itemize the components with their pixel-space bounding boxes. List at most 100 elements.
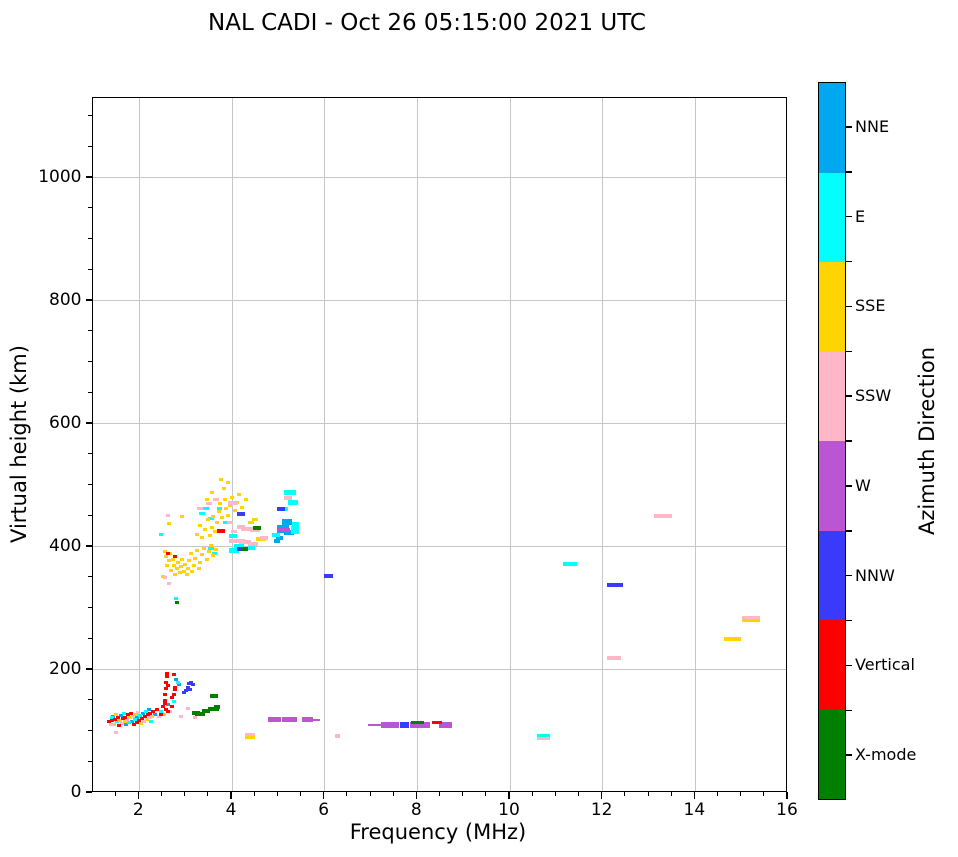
data-point-vertical (128, 711, 133, 715)
data-point-sse (200, 536, 205, 540)
data-point-x-mode (195, 712, 206, 717)
x-major-tick (508, 792, 510, 799)
data-point-sse (248, 520, 255, 524)
x-major-tick (600, 792, 603, 799)
data-point-sse (209, 491, 214, 495)
data-point-sse (213, 530, 218, 534)
data-point-e (171, 700, 176, 704)
y-minor-tick (88, 360, 92, 362)
x-tick-label: 14 (683, 800, 706, 820)
data-point-sse (226, 513, 231, 517)
x-minor-tick (485, 792, 487, 796)
data-point-sse (252, 517, 259, 521)
x-minor-tick (346, 792, 348, 796)
data-point-sse (173, 572, 178, 576)
data-point-vertical (123, 715, 128, 719)
data-point-ssw (228, 538, 245, 543)
gridline-y (93, 669, 786, 671)
y-tick-label: 0 (70, 782, 82, 802)
data-point-sse (122, 720, 127, 724)
x-minor-tick (300, 792, 301, 796)
colorbar-segment-ssw (819, 351, 845, 441)
data-point-vertical (110, 718, 115, 722)
data-point-e (282, 506, 289, 511)
y-minor-tick (88, 576, 92, 578)
colorbar-tick-label: SSE (855, 296, 886, 316)
data-point-vertical (151, 709, 156, 713)
y-major-tick (85, 668, 92, 670)
x-tick-label: 8 (410, 800, 422, 820)
data-point-nne (166, 702, 171, 706)
data-point-vertical (164, 680, 169, 684)
data-point-sse (206, 550, 211, 554)
data-point-vertical (142, 715, 147, 719)
y-axis-label: Virtual height (km) (7, 345, 31, 543)
plot-area (92, 97, 787, 792)
data-point-x-mode (410, 721, 424, 725)
data-point-e (288, 499, 299, 505)
x-tick-label: 6 (318, 800, 330, 820)
data-point-nne (281, 518, 292, 525)
data-point-sse (203, 528, 208, 532)
gridline-x (602, 98, 604, 791)
x-tick-label: 16 (776, 800, 798, 820)
data-point-sse (196, 567, 201, 570)
y-minor-tick (88, 699, 92, 701)
data-point-vertical (126, 713, 131, 717)
y-minor-tick (88, 453, 92, 455)
data-point-sse (192, 556, 197, 560)
data-point-sse (194, 549, 199, 553)
gridline-y (93, 546, 786, 548)
x-tick-label: 4 (225, 800, 237, 820)
data-point-vertical (163, 702, 168, 706)
data-point-vertical (169, 696, 174, 700)
data-point-ssw (114, 730, 119, 734)
data-point-vertical (166, 710, 171, 714)
colorbar-center-tick (846, 215, 852, 218)
colorbar-tick-label: NNE (855, 116, 890, 136)
data-point-x-mode (253, 525, 262, 530)
data-point-e (229, 548, 240, 554)
data-point-e (563, 562, 578, 567)
data-point-x-mode (214, 704, 221, 709)
gridline-x (231, 98, 233, 791)
data-point-vertical (131, 722, 136, 726)
data-point-nnw (188, 688, 193, 692)
y-tick-label: 200 (49, 658, 82, 679)
data-point-sse (209, 544, 214, 548)
data-point-w (268, 717, 282, 723)
data-point-sse (202, 546, 207, 550)
data-point-x-mode (208, 706, 215, 711)
colorbar-tick-label: E (855, 206, 866, 226)
data-point-sse (167, 522, 172, 526)
gridline-x (694, 98, 696, 791)
x-minor-tick (647, 792, 649, 796)
gridline-x (509, 98, 511, 791)
data-point-w (367, 724, 381, 727)
chart-title: NAL CADI - Oct 26 05:15:00 2021 UTC (208, 10, 646, 36)
data-point-e (208, 546, 215, 550)
data-point-nne (141, 712, 146, 716)
data-point-nne (177, 683, 182, 687)
colorbar-segment-nnw (819, 530, 845, 620)
colorbar-segment-x-mode (819, 709, 845, 799)
data-point-e (246, 546, 255, 551)
data-point-e (158, 710, 163, 714)
data-point-sse (183, 562, 188, 566)
data-point-ssw (192, 716, 197, 720)
data-point-sse (723, 637, 741, 642)
data-point-nnw (237, 511, 246, 516)
gridline-x (138, 98, 140, 791)
data-point-e (211, 551, 217, 555)
colorbar-center-tick (846, 664, 852, 667)
colorbar-boundary-tick (846, 260, 852, 263)
gridline-y (93, 423, 786, 425)
data-point-sse (114, 713, 119, 717)
data-point-nnw (189, 680, 194, 684)
data-point-sse (181, 570, 186, 574)
x-minor-tick (624, 792, 626, 796)
data-point-sse (221, 487, 226, 491)
data-point-sse (172, 563, 177, 567)
data-point-nne (111, 714, 116, 718)
data-point-vertical (148, 711, 153, 715)
